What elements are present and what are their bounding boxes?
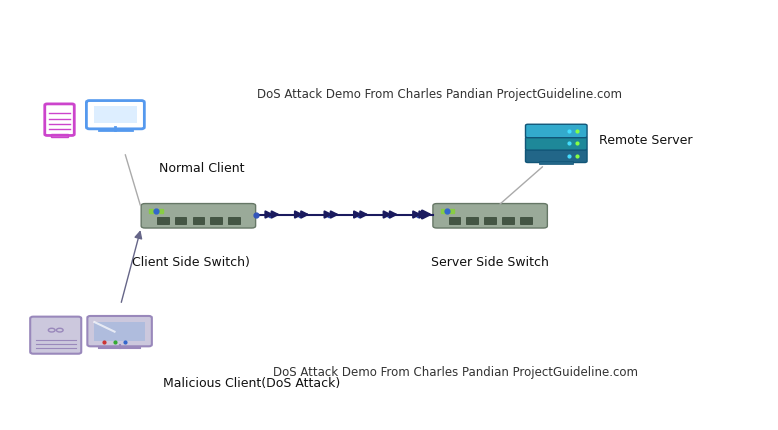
Bar	[228, 217, 240, 225]
Text: Malicious Client(DoS Attack): Malicious Client(DoS Attack)	[163, 376, 341, 389]
Bar	[484, 217, 496, 225]
Bar	[94, 322, 145, 341]
Bar	[467, 217, 478, 225]
FancyBboxPatch shape	[30, 317, 81, 354]
Bar	[449, 217, 461, 225]
Bar	[520, 217, 531, 225]
Bar	[157, 217, 169, 225]
Bar	[539, 162, 573, 164]
FancyBboxPatch shape	[433, 204, 548, 228]
Bar	[210, 217, 222, 225]
FancyBboxPatch shape	[141, 204, 256, 228]
Text: Client Side Switch): Client Side Switch)	[131, 256, 250, 269]
Text: Remote Server: Remote Server	[599, 133, 692, 146]
Circle shape	[56, 329, 63, 332]
Bar	[502, 217, 513, 225]
Text: Server Side Switch: Server Side Switch	[431, 256, 549, 269]
Text: DoS Attack Demo From Charles Pandian ProjectGuideline.com: DoS Attack Demo From Charles Pandian Pro…	[257, 88, 622, 101]
Bar	[192, 217, 205, 225]
Text: DoS Attack Demo From Charles Pandian ProjectGuideline.com: DoS Attack Demo From Charles Pandian Pro…	[272, 366, 638, 378]
Bar	[175, 217, 187, 225]
FancyBboxPatch shape	[525, 125, 587, 138]
FancyBboxPatch shape	[525, 137, 587, 151]
Circle shape	[48, 329, 55, 332]
Bar	[94, 106, 137, 124]
FancyBboxPatch shape	[525, 150, 587, 163]
Bar	[51, 135, 68, 138]
Text: Normal Client: Normal Client	[159, 161, 245, 174]
FancyBboxPatch shape	[87, 316, 152, 347]
